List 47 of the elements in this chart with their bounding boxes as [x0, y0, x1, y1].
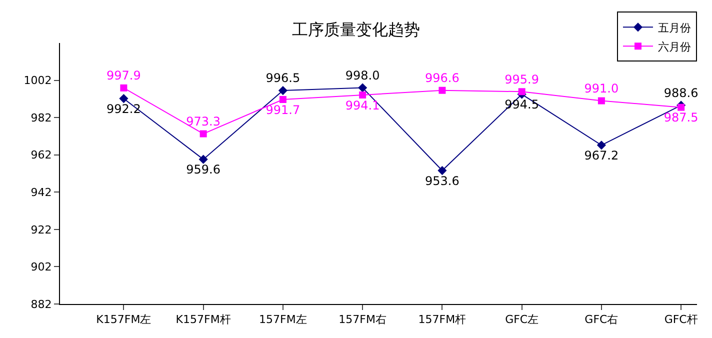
- x-tick-label: GFC右: [584, 313, 618, 326]
- y-tick-label: 942: [30, 186, 52, 199]
- point: [678, 104, 685, 111]
- data-label: 973.3: [186, 114, 220, 128]
- point: [438, 86, 446, 94]
- data-label: 991.7: [266, 102, 300, 117]
- y-tick-label: 882: [30, 298, 52, 311]
- point: [359, 92, 366, 99]
- point: [198, 154, 208, 164]
- data-label: 953.6: [425, 174, 460, 188]
- x-tick-label: K157FM左: [96, 313, 152, 326]
- point: [278, 86, 288, 96]
- x-tick-label: K157FM杆: [176, 313, 231, 326]
- x-tick-label: 157FM右: [338, 313, 386, 326]
- point: [358, 83, 368, 92]
- legend-label: 五月份: [658, 21, 691, 34]
- point: [596, 140, 606, 150]
- y-tick-label: 922: [30, 223, 52, 236]
- x-tick-label: GFC杆: [664, 313, 698, 326]
- y-tick-label: 982: [30, 111, 52, 124]
- data-label: 994.1: [345, 98, 380, 112]
- chart-title: 工序质量变化趋势: [292, 20, 420, 39]
- data-label: 996.6: [425, 70, 460, 85]
- x-tick-label: 157FM左: [259, 313, 307, 326]
- data-label: 987.5: [664, 110, 698, 125]
- y-tick-label: 902: [30, 260, 52, 274]
- point: [438, 166, 447, 176]
- x-tick-label: 157FM杆: [418, 313, 466, 326]
- point: [120, 84, 128, 92]
- data-label: 995.9: [504, 72, 540, 86]
- point: [279, 96, 286, 103]
- data-label: 998.0: [345, 68, 380, 82]
- point: [518, 88, 526, 96]
- point: [598, 97, 605, 104]
- point: [119, 94, 128, 104]
- data-label: 959.6: [186, 162, 220, 177]
- x-tick-label: GFC左: [505, 313, 539, 326]
- legend-label: 六月份: [658, 40, 691, 54]
- data-label: 997.9: [106, 68, 141, 83]
- data-label: 991.0: [584, 81, 619, 96]
- point: [200, 130, 207, 138]
- data-label: 996.5: [266, 71, 300, 86]
- data-label: 992.2: [106, 102, 141, 116]
- data-label: 967.2: [584, 148, 619, 163]
- data-label: 988.6: [664, 86, 698, 100]
- y-tick-label: 962: [30, 148, 52, 162]
- y-tick-label: 1002: [24, 74, 52, 88]
